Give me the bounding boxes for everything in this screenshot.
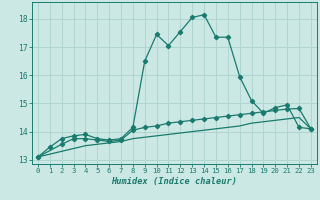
X-axis label: Humidex (Indice chaleur): Humidex (Indice chaleur) [111, 177, 237, 186]
